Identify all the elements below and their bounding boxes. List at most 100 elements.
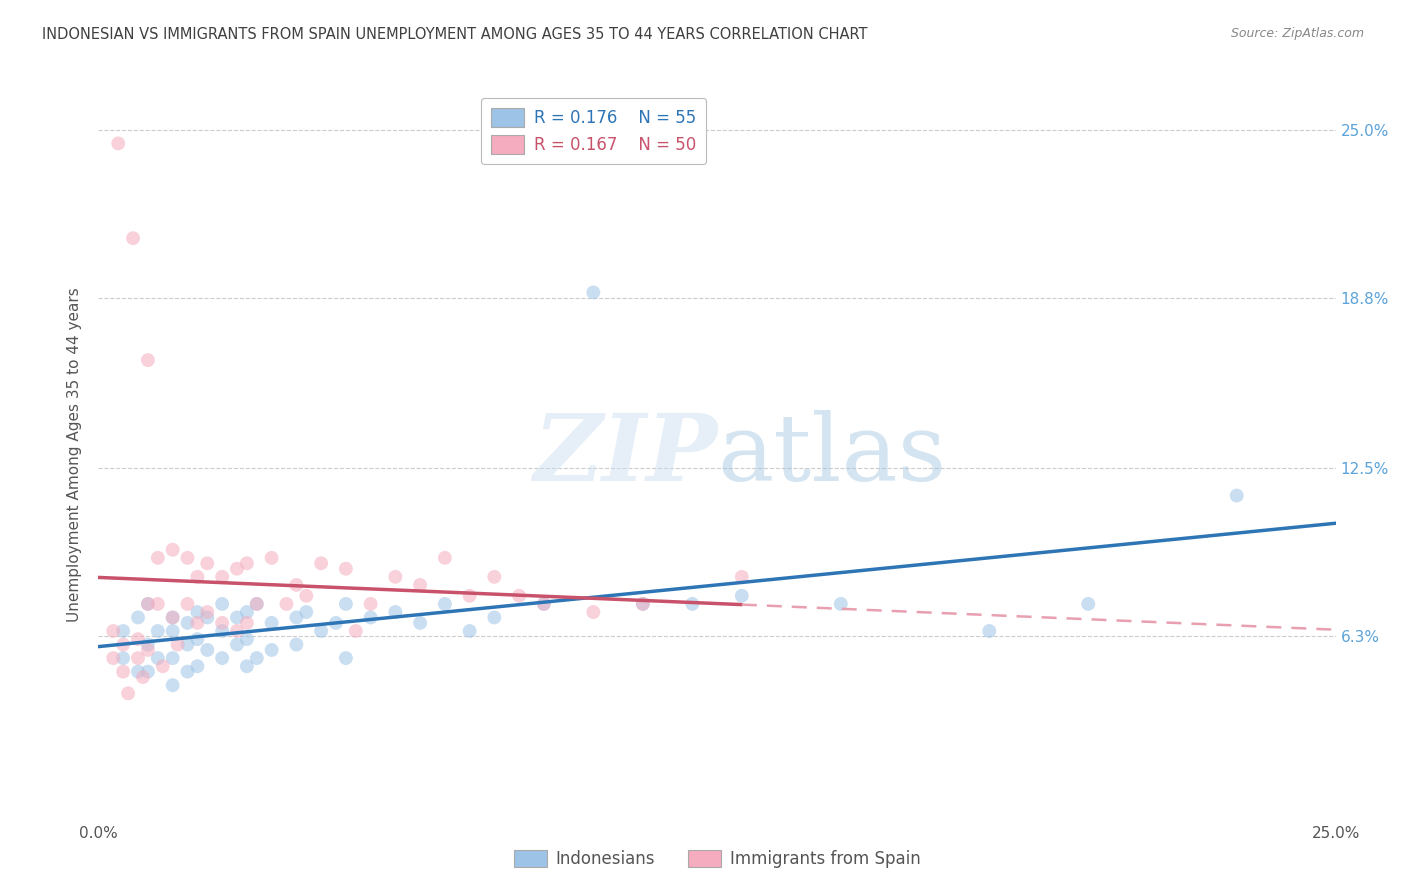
Point <box>176 615 198 630</box>
Point <box>246 597 269 611</box>
Point <box>136 638 159 652</box>
Point <box>484 570 506 584</box>
Legend: Indonesians, Immigrants from Spain: Indonesians, Immigrants from Spain <box>508 843 927 874</box>
Point <box>211 615 233 630</box>
Point <box>146 624 169 638</box>
Point <box>127 651 149 665</box>
Point <box>226 610 249 624</box>
Point <box>458 624 481 638</box>
Point <box>409 578 432 592</box>
Point <box>309 624 332 638</box>
Text: INDONESIAN VS IMMIGRANTS FROM SPAIN UNEMPLOYMENT AMONG AGES 35 TO 44 YEARS CORRE: INDONESIAN VS IMMIGRANTS FROM SPAIN UNEM… <box>42 27 868 42</box>
Point <box>433 550 456 565</box>
Point <box>276 597 298 611</box>
Point <box>285 638 308 652</box>
Point <box>152 659 174 673</box>
Point <box>107 136 129 151</box>
Point <box>127 632 149 647</box>
Point <box>176 665 198 679</box>
Point <box>103 651 125 665</box>
Point <box>211 651 233 665</box>
Text: atlas: atlas <box>717 410 946 500</box>
Point <box>186 632 208 647</box>
Point <box>136 597 159 611</box>
Point <box>236 659 259 673</box>
Point <box>132 670 155 684</box>
Point <box>186 659 208 673</box>
Point <box>830 597 852 611</box>
Point <box>236 556 259 570</box>
Point <box>484 610 506 624</box>
Point <box>226 562 249 576</box>
Point <box>117 686 139 700</box>
Point <box>186 605 208 619</box>
Point <box>162 610 184 624</box>
Point <box>127 665 149 679</box>
Point <box>211 570 233 584</box>
Point <box>335 597 357 611</box>
Point <box>295 605 318 619</box>
Point <box>112 638 135 652</box>
Point <box>582 605 605 619</box>
Point <box>127 610 149 624</box>
Point <box>146 651 169 665</box>
Point <box>136 665 159 679</box>
Point <box>136 643 159 657</box>
Point <box>112 624 135 638</box>
Point <box>112 665 135 679</box>
Point <box>533 597 555 611</box>
Point <box>186 615 208 630</box>
Point <box>285 578 308 592</box>
Point <box>166 638 188 652</box>
Point <box>195 610 218 624</box>
Point <box>1077 597 1099 611</box>
Point <box>458 589 481 603</box>
Point <box>384 570 406 584</box>
Point <box>979 624 1001 638</box>
Point <box>260 615 283 630</box>
Point <box>360 597 382 611</box>
Point <box>309 556 332 570</box>
Point <box>146 597 169 611</box>
Point <box>136 353 159 368</box>
Text: ZIP: ZIP <box>533 410 717 500</box>
Point <box>631 597 654 611</box>
Point <box>186 570 208 584</box>
Point <box>325 615 347 630</box>
Point <box>409 615 432 630</box>
Point <box>344 624 367 638</box>
Point <box>162 678 184 692</box>
Point <box>176 550 198 565</box>
Point <box>384 605 406 619</box>
Point <box>162 651 184 665</box>
Point <box>295 589 318 603</box>
Point <box>176 597 198 611</box>
Point <box>246 597 269 611</box>
Point <box>122 231 145 245</box>
Point <box>285 610 308 624</box>
Text: Source: ZipAtlas.com: Source: ZipAtlas.com <box>1230 27 1364 40</box>
Point <box>236 632 259 647</box>
Point <box>260 550 283 565</box>
Point <box>226 624 249 638</box>
Point <box>433 597 456 611</box>
Point <box>508 589 530 603</box>
Point <box>103 624 125 638</box>
Point <box>176 638 198 652</box>
Point <box>582 285 605 300</box>
Point <box>1226 489 1249 503</box>
Point <box>260 643 283 657</box>
Point <box>246 651 269 665</box>
Point <box>631 597 654 611</box>
Point <box>162 610 184 624</box>
Point <box>731 589 754 603</box>
Point <box>146 550 169 565</box>
Point <box>112 651 135 665</box>
Point <box>681 597 703 611</box>
Point <box>195 556 218 570</box>
Point <box>335 562 357 576</box>
Point <box>360 610 382 624</box>
Y-axis label: Unemployment Among Ages 35 to 44 years: Unemployment Among Ages 35 to 44 years <box>67 287 83 623</box>
Point <box>226 638 249 652</box>
Point <box>211 624 233 638</box>
